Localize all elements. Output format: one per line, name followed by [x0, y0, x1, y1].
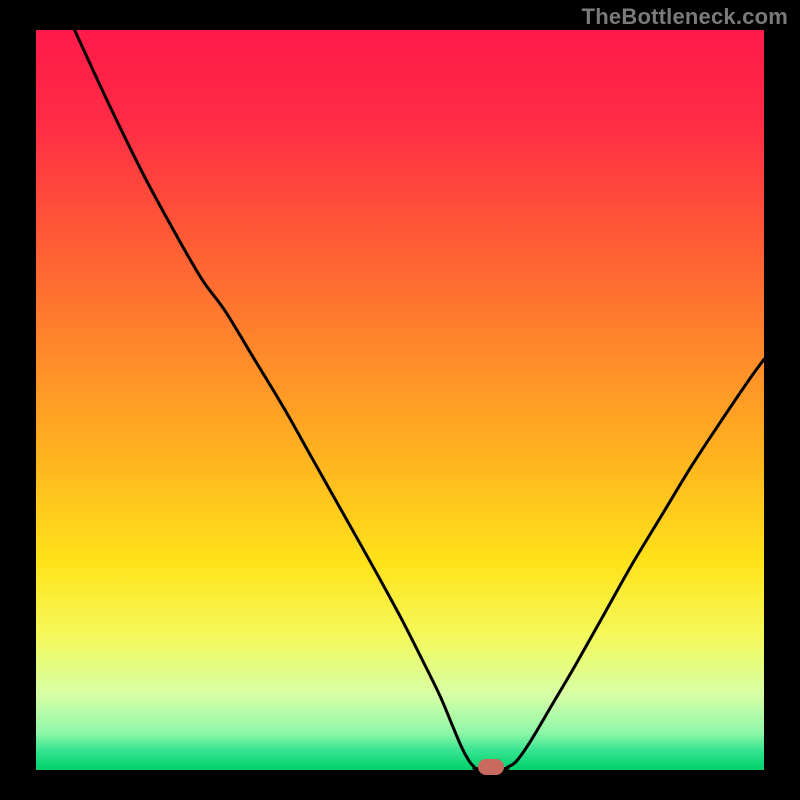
bottleneck-curve	[75, 30, 764, 769]
watermark-text: TheBottleneck.com	[582, 4, 788, 30]
curve-overlay	[36, 30, 764, 770]
plot-area	[36, 30, 764, 770]
minimum-marker	[478, 759, 503, 775]
